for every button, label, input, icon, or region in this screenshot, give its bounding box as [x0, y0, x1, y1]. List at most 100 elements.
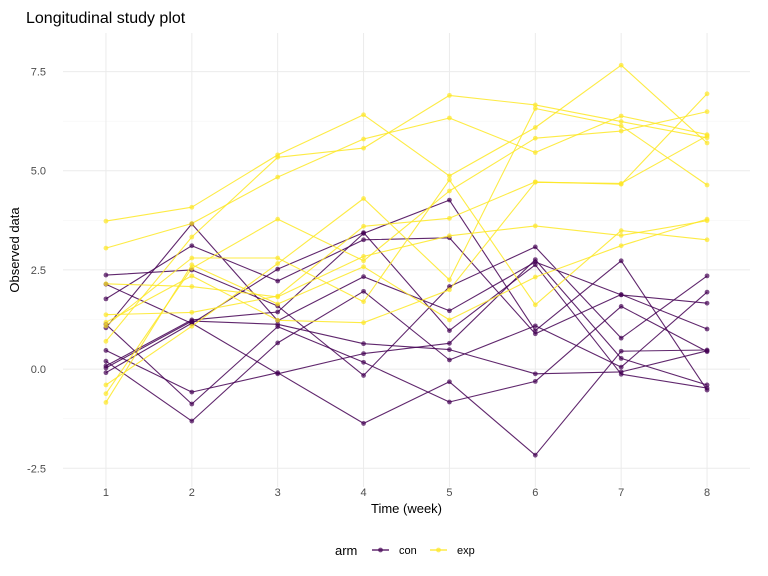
series-line-con [105, 320, 708, 375]
data-point-exp [361, 112, 366, 118]
data-point-con [447, 340, 452, 346]
data-point-exp [103, 281, 109, 287]
data-point-con [361, 230, 366, 236]
data-point-con [618, 364, 624, 370]
x-axis-title: Time (week) [371, 501, 442, 516]
data-point-con [532, 328, 538, 334]
y-axis-title: Observed data [7, 207, 22, 293]
data-point-exp [275, 255, 281, 261]
data-point-exp [103, 245, 109, 251]
x-tick-label: 1 [103, 487, 109, 499]
data-point-exp [361, 254, 366, 259]
data-point-con [532, 371, 538, 377]
data-point-exp [447, 173, 452, 179]
data-point-con [447, 308, 452, 314]
data-point-con [103, 370, 109, 376]
data-point-con [189, 317, 195, 323]
data-point-exp [704, 182, 710, 188]
gridlines [63, 33, 750, 487]
data-point-exp [618, 119, 624, 124]
data-point-exp [103, 323, 109, 329]
data-point-con [361, 274, 366, 280]
data-point-exp [189, 323, 195, 329]
data-point-exp [361, 136, 366, 142]
data-point-exp [275, 152, 281, 158]
series-line-exp [105, 107, 708, 386]
data-point-con [275, 266, 281, 272]
x-tick-label: 5 [446, 487, 452, 499]
data-point-con [275, 321, 281, 327]
data-point-exp [618, 123, 624, 129]
data-point-con [532, 452, 538, 458]
data-point-con [103, 363, 109, 369]
axis-ticks: -2.5 0.0 2.5 5.0 7.5 1 2 3 4 5 6 7 8 [27, 67, 710, 499]
data-point-exp [189, 221, 195, 226]
series-line-con [105, 232, 708, 389]
data-point-con [447, 347, 452, 353]
data-point-exp [532, 223, 538, 229]
data-point-con [704, 385, 710, 391]
data-point-exp [447, 92, 452, 98]
data-point-exp [618, 233, 624, 238]
data-point-exp [103, 312, 109, 318]
y-tick-label: 2.5 [31, 265, 46, 277]
series-line-exp [105, 218, 708, 403]
x-tick-label: 8 [704, 487, 710, 499]
legend-label-con: con [399, 545, 417, 557]
data-point-con [618, 335, 624, 341]
data-point-exp [275, 216, 281, 222]
series-line-exp [105, 111, 708, 395]
data-point-exp [103, 338, 109, 344]
data-point-exp [532, 106, 538, 111]
data-point-exp [103, 382, 109, 388]
data-point-exp [103, 400, 109, 405]
series-line-exp [105, 135, 708, 324]
data-point-con [532, 244, 538, 250]
data-point-exp [447, 188, 452, 194]
data-point-exp [704, 109, 710, 115]
data-point-con [275, 340, 281, 346]
data-point-exp [704, 91, 710, 97]
data-point-exp [618, 62, 624, 68]
data-point-exp [275, 293, 281, 299]
data-point-exp [361, 196, 366, 201]
x-tick-label: 7 [618, 487, 624, 499]
legend-title: arm [335, 543, 357, 558]
data-point-con [618, 292, 624, 298]
data-point-con [361, 288, 366, 294]
data-point-exp [361, 320, 366, 326]
data-point-exp [532, 179, 538, 185]
series-line-con [105, 349, 708, 456]
data-point-exp [447, 115, 452, 121]
data-point-con [618, 304, 624, 309]
data-point-con [189, 418, 195, 424]
data-point-con [447, 357, 452, 363]
data-point-con [704, 273, 710, 279]
series-line-exp [105, 220, 708, 298]
data-point-con [103, 348, 109, 353]
data-point-exp [189, 265, 195, 271]
data-point-exp [361, 299, 366, 305]
data-point-con [618, 355, 624, 361]
data-point-exp [704, 237, 710, 243]
series-lines [105, 64, 708, 456]
y-tick-label: 0.0 [31, 364, 46, 376]
data-point-exp [275, 261, 281, 266]
data-point-exp [532, 302, 538, 308]
data-point-exp [447, 215, 452, 221]
data-point-con [361, 373, 366, 378]
y-tick-label: 7.5 [31, 67, 46, 79]
legend-label-exp: exp [457, 545, 475, 557]
data-point-con [532, 378, 538, 384]
legend: arm con exp [335, 543, 475, 558]
data-point-con [189, 389, 195, 395]
series-line-con [105, 305, 708, 405]
data-point-exp [103, 319, 109, 325]
data-point-con [704, 348, 710, 354]
chart-title: Longitudinal study plot [26, 10, 186, 27]
x-tick-label: 2 [189, 487, 195, 499]
data-point-exp [532, 274, 538, 280]
data-point-con [447, 379, 452, 385]
data-point-exp [704, 218, 710, 224]
